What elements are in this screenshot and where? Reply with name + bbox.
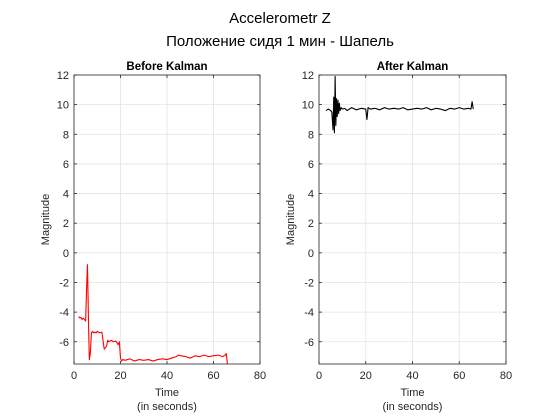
y-tick-label: 0 xyxy=(63,248,69,260)
x-tick-label: 40 xyxy=(406,370,418,382)
y-tick-label: 6 xyxy=(308,159,314,171)
y-tick-label: 8 xyxy=(63,129,69,141)
x-tick-label: 0 xyxy=(316,370,322,382)
y-tick-label: 0 xyxy=(308,248,314,260)
panel-title: After Kalman xyxy=(377,61,449,73)
x-axis-label: Time xyxy=(400,387,424,399)
series-line-before xyxy=(78,264,228,365)
y-axis-label: Magnitude xyxy=(40,194,52,245)
y-tick-label: 4 xyxy=(63,189,69,201)
y-tick-label: 12 xyxy=(302,70,314,82)
y-tick-label: -2 xyxy=(304,277,314,289)
y-tick-label: 10 xyxy=(57,100,69,112)
x-tick-label: 40 xyxy=(161,370,173,382)
chart-panel-after: 0 20 40 60 80 -6 -4 -2 0 2 4 6 8 10 12 After Kalman Time… xyxy=(285,61,512,413)
x-axis-label: Time xyxy=(155,387,179,399)
x-tick-label: 20 xyxy=(114,370,126,382)
x-tick-label: 80 xyxy=(254,370,266,382)
chart-panel-before: 0 20 40 60 80 -6 -4 -2 0 2 4 6 8 10 12 Before Kalman Tim… xyxy=(40,61,266,413)
y-tick-label: 4 xyxy=(308,189,314,201)
y-tick-label: 2 xyxy=(308,218,314,230)
x-axis-label-units: (in seconds) xyxy=(137,401,197,413)
y-tick-label: -6 xyxy=(304,337,314,349)
figure-subtitle: Положение сидя 1 мин - Шапель xyxy=(166,33,394,50)
x-axis-label-units: (in seconds) xyxy=(383,401,443,413)
x-tick-label: 60 xyxy=(207,370,219,382)
figure-title: Accelerometr Z xyxy=(229,10,331,27)
panel-title: Before Kalman xyxy=(126,61,207,73)
y-tick-label: -2 xyxy=(59,277,69,289)
series-line-after xyxy=(325,75,474,134)
y-tick-label: 2 xyxy=(63,218,69,230)
y-tick-label: -4 xyxy=(59,307,69,319)
y-tick-label: 6 xyxy=(63,159,69,171)
y-tick-label: 12 xyxy=(57,70,69,82)
y-axis-label: Magnitude xyxy=(285,194,297,245)
y-tick-label: 8 xyxy=(308,129,314,141)
x-tick-label: 20 xyxy=(360,370,372,382)
x-tick-label: 0 xyxy=(71,370,77,382)
y-tick-label: -6 xyxy=(59,337,69,349)
y-tick-label: 10 xyxy=(302,100,314,112)
x-tick-label: 60 xyxy=(453,370,465,382)
y-tick-label: -4 xyxy=(304,307,314,319)
x-tick-label: 80 xyxy=(500,370,512,382)
